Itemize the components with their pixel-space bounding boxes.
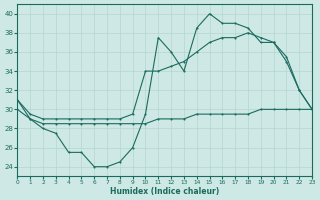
X-axis label: Humidex (Indice chaleur): Humidex (Indice chaleur): [110, 187, 219, 196]
